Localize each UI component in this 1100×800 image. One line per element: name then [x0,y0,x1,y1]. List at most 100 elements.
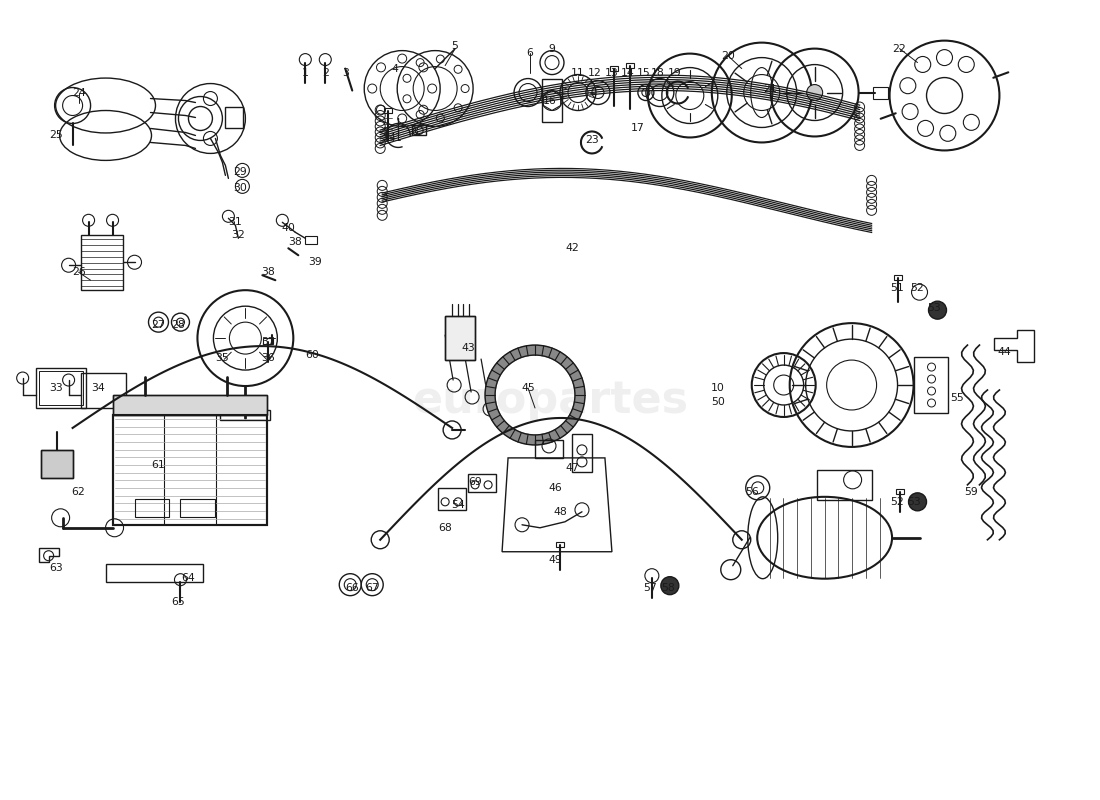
Text: 40: 40 [282,223,295,234]
Text: 48: 48 [553,507,566,517]
Bar [41,450,73,478]
Text: 42: 42 [565,243,579,254]
Text: 64: 64 [182,573,196,582]
Bar [112,415,267,525]
Text: 25: 25 [48,130,63,141]
Text: 45: 45 [521,383,535,393]
Circle shape [806,85,823,101]
Text: 56: 56 [745,487,759,497]
Text: 26: 26 [72,267,86,278]
Bar [384,107,393,113]
Text: 69: 69 [469,477,482,487]
Text: 14: 14 [621,67,635,78]
Text: 2: 2 [322,67,329,78]
Bar [112,395,267,415]
Text: 61: 61 [152,460,165,470]
Bar [542,78,562,122]
Text: 31: 31 [229,218,242,227]
Text: 4: 4 [392,63,398,74]
Text: 5: 5 [452,41,459,50]
Text: 23: 23 [585,135,598,146]
Text: 49: 49 [548,554,562,565]
Bar [572,434,592,472]
Text: 11: 11 [571,67,585,78]
Text: 17: 17 [631,123,645,134]
Text: 15: 15 [637,67,651,78]
Text: 55: 55 [950,393,965,403]
Bar [469,474,496,492]
Text: 10: 10 [711,383,725,393]
Bar [180,499,216,517]
Text: 6: 6 [527,48,534,58]
Circle shape [909,493,926,511]
Bar [893,275,902,280]
Text: 30: 30 [233,183,248,194]
Text: 54: 54 [451,500,465,510]
Text: 32: 32 [231,230,245,240]
Text: 66: 66 [345,582,359,593]
Text: 63: 63 [48,562,63,573]
Bar [226,106,243,129]
Text: 67: 67 [365,582,380,593]
Text: 1: 1 [301,67,309,78]
Text: 44: 44 [998,347,1011,357]
Text: 22: 22 [893,44,906,54]
Text: 46: 46 [548,483,562,493]
Text: europartes: europartes [411,378,689,422]
Text: 3: 3 [342,67,349,78]
Text: 47: 47 [565,463,579,473]
Text: 12: 12 [588,67,602,78]
Text: 38: 38 [262,267,275,278]
Bar [80,373,125,408]
Bar [134,499,169,517]
Bar [556,542,564,546]
Circle shape [661,577,679,594]
Bar [39,371,82,405]
Text: 19: 19 [668,67,682,78]
Text: 59: 59 [965,487,978,497]
Circle shape [928,301,946,319]
Bar [35,368,86,408]
Text: 34: 34 [91,383,106,393]
Text: 38: 38 [288,238,302,247]
Text: 27: 27 [152,320,165,330]
Text: 53: 53 [927,303,942,313]
Text: 39: 39 [308,258,322,267]
Bar [872,86,888,98]
Text: 51: 51 [891,283,904,293]
Text: 50: 50 [711,397,725,407]
Bar [306,236,317,244]
Text: 57: 57 [644,582,657,593]
Text: 35: 35 [216,353,229,363]
Bar [412,126,426,135]
Bar [816,470,871,500]
Text: 52: 52 [891,497,904,507]
Bar [112,395,267,415]
Bar [438,488,466,510]
Text: 28: 28 [172,320,185,330]
Text: 7: 7 [382,127,388,138]
Text: 18: 18 [651,67,664,78]
Text: 13: 13 [605,67,619,78]
Text: 41: 41 [388,134,403,143]
Bar [41,450,73,478]
Bar [626,62,634,67]
Bar [446,316,475,360]
Text: 24: 24 [72,87,86,98]
Text: 36: 36 [262,353,275,363]
Text: 9: 9 [549,44,556,54]
Text: 16: 16 [543,95,557,106]
Text: 20: 20 [720,50,735,61]
Bar [220,410,271,420]
Bar [535,440,563,458]
Text: 62: 62 [72,487,86,497]
Bar [913,357,948,413]
Bar [112,415,267,525]
Text: 68: 68 [438,522,452,533]
Text: 33: 33 [48,383,63,393]
Text: 21: 21 [762,83,777,94]
Text: 65: 65 [172,597,185,606]
Text: 60: 60 [306,350,319,360]
Text: 37: 37 [262,337,275,347]
Text: 53: 53 [908,497,922,507]
